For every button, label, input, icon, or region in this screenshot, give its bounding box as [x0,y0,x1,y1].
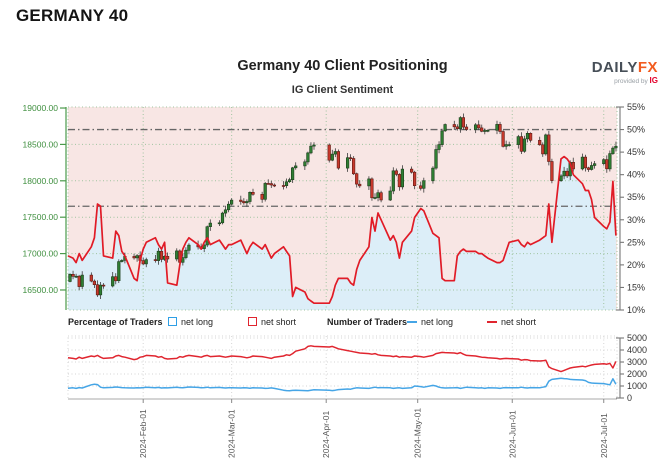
legend-number-of-traders: Number of Traders [327,317,408,327]
chart-subtitle: IG Client Sentiment [291,84,394,96]
svg-text:2024-Jun-01: 2024-Jun-01 [507,410,517,458]
svg-text:45%: 45% [627,147,645,157]
svg-text:2000: 2000 [627,369,647,379]
svg-text:2024-Feb-01: 2024-Feb-01 [138,409,148,458]
svg-text:15%: 15% [627,282,645,292]
page-title: GERMANY 40 [16,6,129,25]
svg-text:4000: 4000 [627,345,647,355]
legend-num-net-long: net long [407,317,453,327]
svg-text:25%: 25% [627,237,645,247]
legend-percentage-of-traders: Percentage of Traders [68,317,163,327]
svg-text:16500.00: 16500.00 [23,285,59,295]
svg-text:0: 0 [627,393,632,403]
svg-text:30%: 30% [627,215,645,225]
dailyfx-logo: DAILYFX provided by IG [592,60,658,86]
svg-text:2024-Mar-01: 2024-Mar-01 [227,409,237,458]
pct-net-short-swatch-icon [248,317,257,326]
legend-num-net-short: net short [487,317,536,327]
logo-provided-by: provided by IG [614,76,658,85]
num-net-long-dash-icon [407,320,417,323]
svg-text:50%: 50% [627,125,645,135]
svg-text:17500.00: 17500.00 [23,212,59,222]
svg-text:3000: 3000 [627,357,647,367]
svg-text:2024-May-01: 2024-May-01 [413,408,423,458]
svg-text:5000: 5000 [627,333,647,343]
legend-pct-net-short: net short [248,317,296,327]
pct-net-long-swatch-icon [168,317,177,326]
dailyfx-wordmark: DAILYFX [592,60,658,75]
svg-text:2024-Apr-01: 2024-Apr-01 [321,410,331,458]
svg-text:2024-Jul-01: 2024-Jul-01 [599,413,609,458]
ig-logo: IG [649,76,658,85]
legend-row: Percentage of Traders net long net short… [0,317,666,331]
logo-daily-text: DAILY [591,59,638,76]
svg-text:1000: 1000 [627,381,647,391]
svg-text:55%: 55% [627,102,645,112]
num-net-short-dash-icon [487,320,497,323]
svg-text:18000.00: 18000.00 [23,176,59,186]
svg-text:17000.00: 17000.00 [23,249,59,259]
svg-text:35%: 35% [627,192,645,202]
svg-text:19000.00: 19000.00 [23,103,59,113]
svg-text:10%: 10% [627,305,645,315]
chart-title: Germany 40 Client Positioning [237,58,448,74]
svg-text:18500.00: 18500.00 [23,139,59,149]
svg-text:40%: 40% [627,170,645,180]
logo-fx-text: FX [637,59,658,76]
legend-pct-net-long: net long [168,317,213,327]
svg-text:20%: 20% [627,260,645,270]
